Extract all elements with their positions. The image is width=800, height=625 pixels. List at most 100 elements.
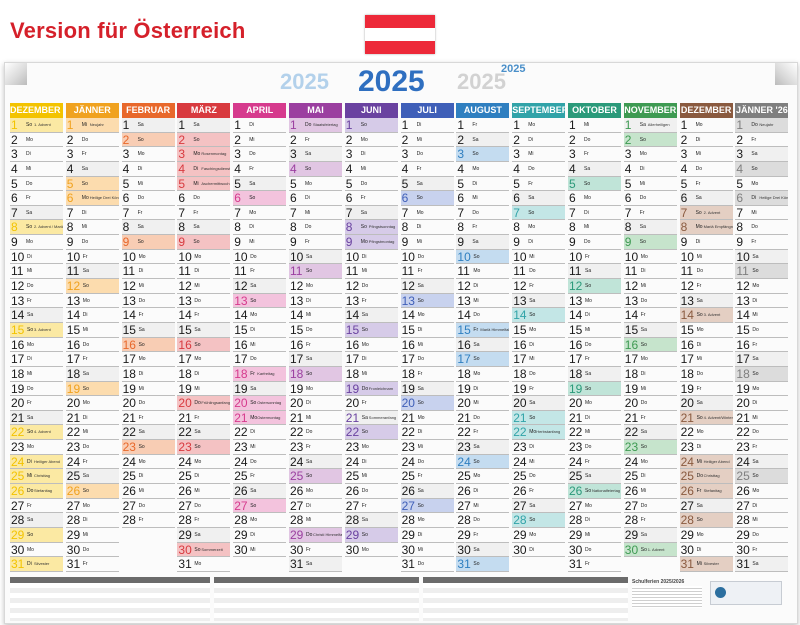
weekday-label: Fr (416, 165, 422, 172)
day-cell: 23 So (121, 440, 175, 455)
weekday-label: Mi (584, 122, 590, 128)
day-number: 23 (234, 440, 248, 455)
day-cell: 15 Di (233, 323, 287, 338)
day-number: 8 (569, 220, 576, 235)
day-cell: 9 Mo Pfingstmontag (344, 235, 398, 250)
day-cell: 26 Di (456, 484, 510, 499)
day-cell: 29 Fr (456, 528, 510, 543)
day-number: 4 (569, 161, 576, 176)
day-number: 29 (513, 527, 527, 542)
day-number: 18 (234, 366, 248, 381)
day-cell: 29 Sa (623, 527, 677, 543)
day-number: 19 (401, 381, 415, 396)
day-number: 6 (624, 191, 632, 206)
day-number: 24 (290, 454, 304, 469)
day-cell: 24 Mo (121, 455, 175, 470)
holiday-label: Stefanitag (703, 488, 722, 494)
day-number: 23 (513, 440, 527, 455)
weekday-label: Fr (82, 356, 88, 363)
weekday-label: Mo (138, 458, 146, 465)
day-cell: 7 Mi (289, 206, 342, 221)
day-number: 6 (11, 191, 18, 206)
day-number: 11 (401, 264, 415, 279)
day-number: 7 (234, 205, 241, 220)
day-number: 9 (178, 235, 186, 250)
day-cell: 31 Sa (289, 557, 342, 572)
day-number: 12 (513, 279, 527, 294)
weekday-label: Do (696, 473, 703, 480)
weekday-label: Di (27, 458, 32, 465)
day-number: 12 (66, 279, 81, 294)
day-cell: 25 Do (512, 469, 566, 485)
weekday-label: Di (640, 473, 646, 480)
school-holidays-legend: Schulferien 2025/2026 (10, 577, 790, 621)
day-cell: 24 Mi Heiliger Abend (679, 454, 733, 470)
weekday-label: Sa (250, 488, 257, 495)
day-cell: 19 Mo (735, 382, 789, 397)
weekday-label: Mi (751, 209, 757, 216)
day-number: 15 (513, 322, 527, 337)
day-cell: 23 So (623, 440, 677, 455)
day-cell: 27 Di (289, 499, 342, 514)
day-number: 12 (457, 279, 471, 294)
day-number: 17 (457, 352, 471, 367)
day-cell: 26 Sa (400, 484, 454, 499)
day-cell: 22 Mi (65, 425, 119, 441)
day-number: 2 (122, 132, 130, 147)
day-cell: 16 Mi (400, 338, 454, 353)
day-cell: 1 Mo (679, 118, 733, 133)
weekday-label: Fr (695, 180, 701, 187)
weekday-label: Mi (640, 283, 647, 290)
day-cell: 9 Mi (233, 235, 287, 250)
weekday-label: Di (696, 444, 702, 451)
weekday-label: Di (82, 517, 88, 524)
day-number: 23 (178, 440, 192, 455)
day-cell: 4 Do (512, 161, 566, 177)
weekday-label: Mo (585, 400, 592, 407)
day-number: 31 (401, 557, 415, 572)
day-cell: 26 Mo (735, 484, 789, 499)
day-cell: 27 Mo (65, 499, 119, 514)
day-number: 16 (66, 337, 81, 352)
day-cell: 27 Do (623, 499, 677, 514)
day-number: 3 (234, 147, 241, 162)
weekday-label: Mi (82, 326, 89, 333)
day-cell: 7 Do (456, 206, 510, 221)
weekday-label: Fr (472, 122, 478, 128)
day-number: 15 (178, 322, 192, 337)
day-cell: 28 Sa (344, 513, 398, 528)
weekday-label: So (585, 283, 592, 290)
day-number: 7 (401, 205, 409, 220)
weekday-label: Do (27, 385, 34, 392)
day-cell: 20 Do (121, 396, 175, 411)
day-number: 18 (680, 366, 694, 381)
day-number: 18 (345, 366, 360, 381)
day-cell: 3 Do (233, 147, 287, 162)
day-cell: 28 Di (568, 513, 621, 528)
day-number: 4 (513, 161, 520, 176)
day-cell: 6 Sa (679, 191, 733, 206)
year-title: 2025 (358, 65, 425, 98)
day-cell: 11 Do (512, 264, 566, 280)
day-cell: 17 Sa (735, 352, 789, 367)
weekday-label: Sa (752, 458, 759, 465)
day-number: 10 (66, 249, 81, 264)
day-number: 2 (680, 132, 688, 147)
day-number: 26 (11, 484, 25, 499)
day-cell: 12 Mo (735, 279, 789, 294)
legend-notes (632, 586, 702, 608)
weekday-label: Do (250, 458, 257, 465)
day-cell: 16 Do (65, 337, 119, 353)
day-cell: 13 Do (177, 294, 231, 309)
weekday-label: Mi (585, 326, 591, 333)
weekday-label: Sa (584, 165, 591, 172)
day-cell: 4 Sa (65, 161, 119, 177)
day-number: 12 (234, 279, 248, 294)
day-number: 20 (457, 396, 471, 411)
weekday-label: Sa (528, 195, 535, 202)
weekday-label: Di (696, 341, 702, 348)
day-cell: 3 Do (400, 147, 454, 162)
weekday-label: Do (696, 370, 703, 377)
weekday-label: Do (306, 326, 313, 333)
weekday-label: So (417, 502, 424, 509)
